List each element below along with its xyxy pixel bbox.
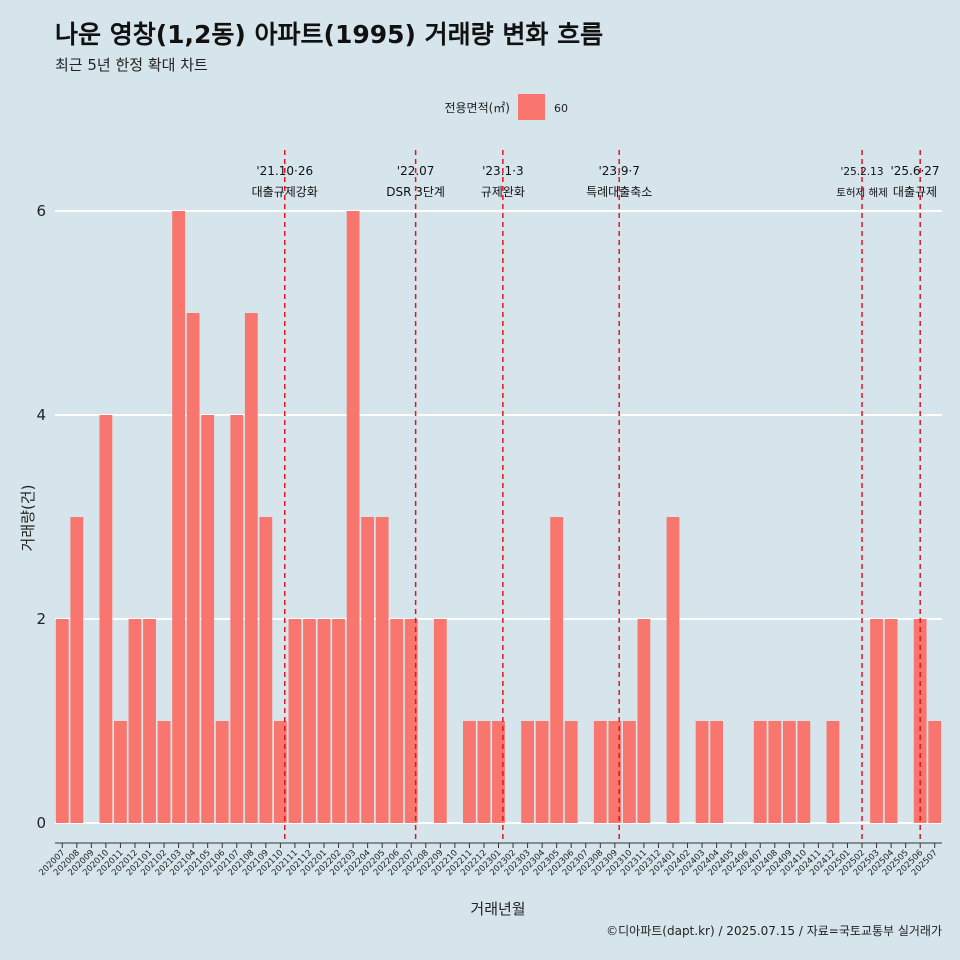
- bars: [55, 211, 942, 823]
- bar-202303: [521, 721, 534, 823]
- legend-title: 전용면적(㎡): [444, 101, 510, 115]
- bar-202407: [753, 721, 767, 823]
- annotation-date: '21.10·26: [256, 164, 313, 178]
- annotation-date: '25.2.13: [841, 166, 884, 178]
- bar-202011: [114, 721, 127, 823]
- y-axis: 0 2 4 6: [36, 202, 46, 832]
- bar-202304: [535, 721, 549, 823]
- bar-202207: [404, 619, 418, 823]
- annotation-date: '25.6·27: [890, 164, 939, 178]
- bar-202409: [782, 721, 796, 823]
- bar-202201: [317, 619, 331, 823]
- bar-202209: [433, 619, 447, 823]
- bar-202107: [230, 415, 244, 823]
- bar-202309: [608, 721, 622, 823]
- bar-202211: [463, 721, 476, 823]
- annotations: '21.10·26 대출규제강화 '22.07 DSR 3단계 '23.1·3 규제완화 '…: [252, 150, 940, 843]
- bar-202301: [492, 721, 505, 823]
- chart-subtitle: 최근 5년 한정 확대 차트: [55, 56, 208, 74]
- annotation-label: 대출규제: [893, 185, 937, 199]
- bar-202205: [375, 517, 389, 823]
- legend-label: 60: [554, 102, 568, 115]
- annotation-label: DSR 3단계: [386, 185, 445, 199]
- y-tick-label: 6: [36, 202, 46, 220]
- bar-202203: [346, 211, 360, 823]
- annotation-label: 대출규제강화: [252, 185, 318, 199]
- bar-202106: [215, 721, 229, 823]
- bar-202012: [128, 619, 142, 823]
- x-axis-label: 거래년월: [470, 900, 525, 918]
- bar-202204: [361, 517, 375, 823]
- bar-202410: [797, 721, 811, 823]
- annotation-label: 특례대출축소: [586, 185, 652, 199]
- legend: 전용면적(㎡) 60: [444, 94, 568, 120]
- bar-202101: [143, 619, 156, 823]
- caption: ©디아파트(dapt.kr) / 2025.07.15 / 자료=국토교통부 실…: [606, 924, 942, 938]
- bar-202306: [564, 721, 578, 823]
- bar-202408: [768, 721, 782, 823]
- bar-202110: [273, 721, 287, 823]
- bar-202308: [593, 721, 607, 823]
- bar-202311: [637, 619, 651, 823]
- y-axis-label: 거래량(건): [19, 485, 37, 552]
- annotation-date: '22.07: [397, 164, 435, 178]
- annotation-label: 규제완화: [481, 185, 525, 199]
- y-tick-label: 0: [36, 814, 46, 832]
- annotation-date: '23.1·3: [482, 164, 523, 178]
- bar-202108: [244, 313, 258, 823]
- legend-swatch: [518, 94, 545, 120]
- bar-202103: [172, 211, 185, 823]
- bar-202404: [710, 721, 724, 823]
- bar-202111: [288, 619, 302, 823]
- bar-202112: [303, 619, 316, 823]
- bar-202007: [55, 619, 69, 823]
- bar-202403: [695, 721, 709, 823]
- bar-202507: [928, 721, 942, 823]
- x-axis: 2020072020082020092020102020112020122021…: [37, 842, 942, 878]
- bar-202401: [666, 517, 680, 823]
- y-tick-label: 2: [36, 610, 46, 628]
- bar-202202: [332, 619, 345, 823]
- bar-202503: [870, 619, 883, 823]
- annotation-date: '23.9·7: [598, 164, 639, 178]
- bar-202105: [201, 415, 215, 823]
- bar-202305: [550, 517, 564, 823]
- bar-202310: [622, 721, 636, 823]
- bar-202504: [884, 619, 898, 823]
- bar-202212: [477, 721, 491, 823]
- bar-202109: [259, 517, 273, 823]
- chart-title: 나운 영창(1,2동) 아파트(1995) 거래량 변화 흐름: [55, 20, 603, 49]
- bar-202206: [390, 619, 404, 823]
- bar-202102: [157, 721, 171, 823]
- bar-202010: [99, 415, 113, 823]
- y-tick-label: 4: [36, 406, 46, 424]
- annotation-label: 토허제 해제: [836, 186, 888, 199]
- bar-202008: [70, 517, 84, 823]
- bar-202104: [186, 313, 200, 823]
- bar-202412: [826, 721, 840, 823]
